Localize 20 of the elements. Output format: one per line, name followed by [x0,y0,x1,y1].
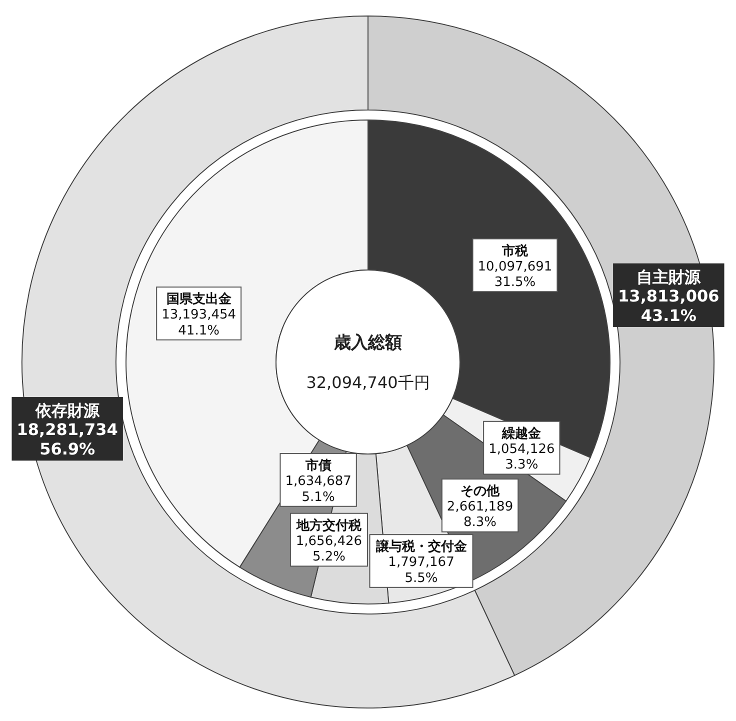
slice-label: 国県支出金 [166,292,232,308]
data-label: 2,661,189 8.3% [446,500,514,530]
data-label: 1,634,687 5.1% [285,474,352,505]
slice-label: その他 [460,484,501,500]
slice-label: 譲与税・交付金 [374,538,468,555]
data-label: 13,813,006 43.1% [618,286,720,325]
data-label: 1,797,167 5.5% [388,555,454,586]
data-label: 1,656,426 5.2% [296,534,362,565]
data-label: 1,054,126 3.3% [488,442,555,473]
slice-label: 依存財源 [34,401,100,420]
slice-label: 繰越金 [501,426,542,442]
slice-label: 自主財源 [636,267,702,286]
slice-label: 市債 [304,458,332,474]
data-label: 18,281,734 56.9% [16,420,118,458]
text: 歳入総額 [333,333,402,353]
slice-label: 地方交付税 [295,517,362,534]
text: 32,094,740千円 [306,373,430,392]
data-label: 13,193,454 41.1% [162,308,236,338]
data-label: 10,097,691 31.5% [478,259,552,290]
slice-label: 市税 [500,242,529,259]
